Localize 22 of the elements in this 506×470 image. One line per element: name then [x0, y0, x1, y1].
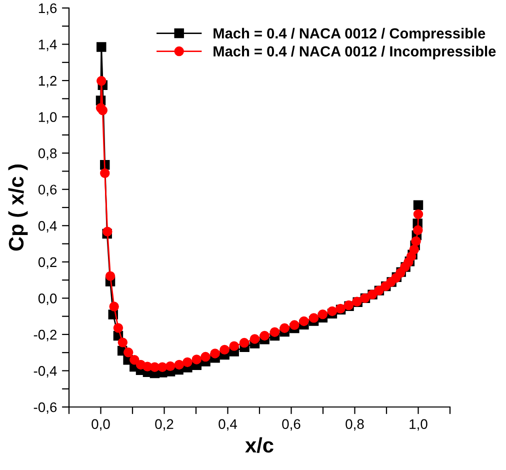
legend-label: Mach = 0.4 / NACA 0012 / Compressible	[214, 28, 486, 42]
y-tick-label: -0,4	[34, 366, 57, 378]
y-tick-label: 0,4	[38, 220, 57, 232]
y-tick-label: 1,0	[38, 112, 57, 124]
x-tick-label: 0,6	[282, 419, 300, 431]
x-tick-label: 0,4	[218, 419, 237, 431]
y-tick-label: 1,2	[38, 76, 56, 88]
y-tick-label: 0,2	[38, 257, 56, 269]
y-tick-label: -0,2	[34, 330, 56, 342]
x-tick-label: 1,0	[410, 419, 428, 431]
y-tick-label: -0,6	[34, 402, 57, 414]
y-tick-label: 0,8	[38, 148, 57, 160]
x-tick-label: 0,2	[155, 419, 174, 431]
legend-label: Mach = 0.4 / NACA 0012 / Incompressible	[214, 46, 496, 60]
y-tick-label: 0,6	[38, 184, 57, 196]
y-tick-label: 0,0	[38, 294, 57, 305]
x-axis-title: x/c	[245, 437, 274, 453]
y-tick-label: 1,6	[38, 3, 57, 15]
y-tick-label: 1,4	[38, 40, 57, 52]
x-tick-label: 0,8	[346, 419, 364, 431]
x-tick-label: 0,0	[92, 419, 110, 431]
y-axis-title: Cp ( x/c )	[8, 164, 28, 251]
